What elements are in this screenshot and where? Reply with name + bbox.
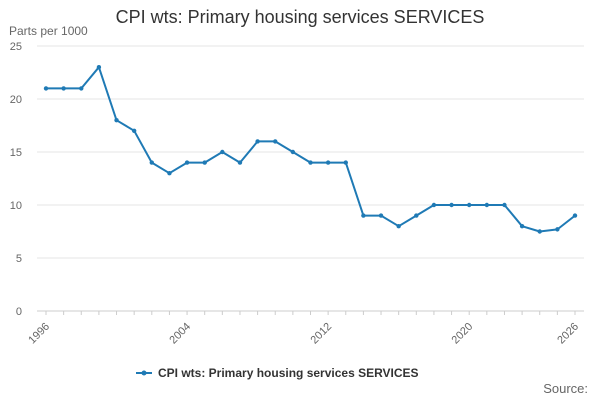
series-layer: [43, 65, 578, 234]
x-tick-label: 2020: [450, 321, 476, 347]
y-tick-label: 15: [10, 147, 22, 159]
data-point: [572, 213, 578, 218]
data-point: [378, 213, 384, 218]
data-point: [167, 171, 172, 176]
y-tick-label: 20: [10, 94, 22, 106]
y-tick-label: 25: [10, 41, 22, 53]
data-point: [325, 160, 331, 165]
data-point: [431, 202, 437, 208]
data-point: [220, 149, 225, 155]
x-tick-label: 2026: [555, 321, 581, 347]
data-point: [61, 86, 66, 91]
data-point: [396, 224, 401, 229]
data-point: [273, 139, 278, 144]
data-point: [414, 213, 419, 218]
gridlines: [37, 45, 584, 259]
data-point: [149, 160, 154, 165]
legend-label: CPI wts: Primary housing services SERVIC…: [158, 366, 419, 380]
data-point: [255, 139, 260, 144]
y-tick-label: 10: [10, 200, 22, 212]
data-point: [361, 213, 366, 218]
legend[interactable]: CPI wts: Primary housing services SERVIC…: [136, 366, 419, 380]
data-point: [467, 202, 472, 208]
data-point: [343, 160, 348, 165]
data-point: [449, 202, 454, 208]
data-point: [555, 227, 560, 232]
data-point: [184, 160, 190, 165]
x-tick-label: 2004: [167, 321, 193, 347]
data-point: [537, 229, 542, 234]
data-point: [96, 65, 102, 70]
data-point: [519, 224, 525, 229]
axes: 0 5 10 15 20 25 1996 2004 2012 2020 2026 Parts per …: [9, 24, 584, 346]
data-point: [43, 86, 49, 91]
data-point: [237, 160, 243, 165]
data-point: [202, 160, 207, 165]
x-tick-label: 2012: [308, 321, 334, 347]
chart-title: CPI wts: Primary housing services SERVIC…: [115, 7, 485, 27]
series-line: [46, 66, 576, 233]
y-axis-label: Parts per 1000: [9, 24, 88, 38]
data-point: [308, 160, 313, 165]
x-tick-label: 1996: [26, 321, 52, 347]
legend-swatch-marker: [141, 370, 147, 376]
source-label: Source:: [543, 381, 588, 396]
data-point: [114, 118, 119, 123]
y-tick-label: 5: [16, 253, 22, 265]
y-tick-label: 0: [16, 306, 22, 318]
data-point: [290, 149, 296, 155]
data-point: [79, 86, 84, 91]
data-point: [484, 202, 490, 208]
data-point: [502, 202, 507, 208]
data-point: [131, 128, 137, 133]
